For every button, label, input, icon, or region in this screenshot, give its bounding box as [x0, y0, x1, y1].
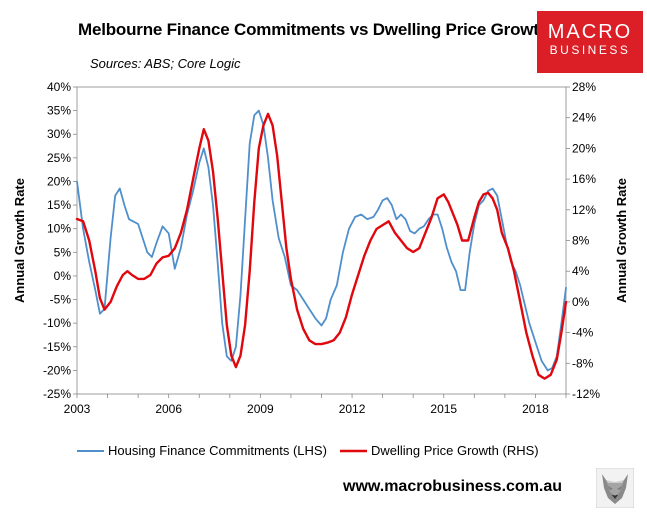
- left-y-tick-label: 20%: [47, 174, 71, 188]
- chart-title: Melbourne Finance Commitments vs Dwellin…: [78, 20, 549, 39]
- plot-area: [76, 86, 567, 395]
- x-tick-label: 2003: [64, 402, 91, 416]
- left-y-tick-label: -10%: [43, 316, 71, 330]
- logo-line2: BUSINESS: [549, 43, 631, 57]
- legend-label-dwelling: Dwelling Price Growth (RHS): [371, 443, 539, 458]
- left-y-tick-label: -25%: [43, 387, 71, 401]
- left-y-tick-label: 25%: [47, 151, 71, 165]
- left-y-tick-label: 30%: [47, 127, 71, 141]
- left-y-tick-label: 15%: [47, 198, 71, 212]
- left-y-tick-label: -20%: [43, 363, 71, 377]
- right-y-tick-label: 8%: [572, 234, 590, 248]
- right-y-tick-label: 12%: [572, 203, 596, 217]
- right-y-tick-label: 24%: [572, 111, 596, 125]
- x-tick-label: 2012: [339, 402, 366, 416]
- legend-label-housing: Housing Finance Commitments (LHS): [108, 443, 327, 458]
- housing-finance-series-line: [76, 109, 567, 372]
- right-y-tick-label: -8%: [572, 356, 594, 370]
- right-y-tick-label: 28%: [572, 80, 596, 94]
- left-y-tick-label: -5%: [50, 293, 72, 307]
- x-tick-label: 2009: [247, 402, 274, 416]
- right-axis-title: Annual Growth Rate: [614, 178, 629, 303]
- logo-line1: MACRO: [547, 21, 633, 43]
- left-y-tick-label: -15%: [43, 340, 71, 354]
- chart-subtitle: Sources: ABS; Core Logic: [90, 56, 241, 71]
- wolf-icon: [596, 468, 634, 508]
- macrobusiness-logo: MACRO BUSINESS: [537, 11, 643, 73]
- right-y-tick-label: -4%: [572, 326, 594, 340]
- left-y-tick-label: 35%: [47, 104, 71, 118]
- left-axis-title: Annual Growth Rate: [12, 178, 27, 303]
- left-y-tick-label: 5%: [54, 245, 72, 259]
- left-y-tick-label: 0%: [54, 269, 72, 283]
- right-y-tick-label: 20%: [572, 141, 596, 155]
- x-tick-label: 2018: [522, 402, 549, 416]
- website-url: www.macrobusiness.com.au: [343, 478, 563, 495]
- right-y-tick-label: -12%: [572, 387, 600, 401]
- right-y-tick-label: 4%: [572, 264, 590, 278]
- left-y-tick-label: 10%: [47, 222, 71, 236]
- x-tick-label: 2015: [430, 402, 457, 416]
- dwelling-price-series-line: [75, 112, 568, 380]
- right-y-tick-label: 16%: [572, 172, 596, 186]
- right-y-tick-label: 0%: [572, 295, 590, 309]
- x-tick-label: 2006: [155, 402, 182, 416]
- left-y-tick-label: 40%: [47, 80, 71, 94]
